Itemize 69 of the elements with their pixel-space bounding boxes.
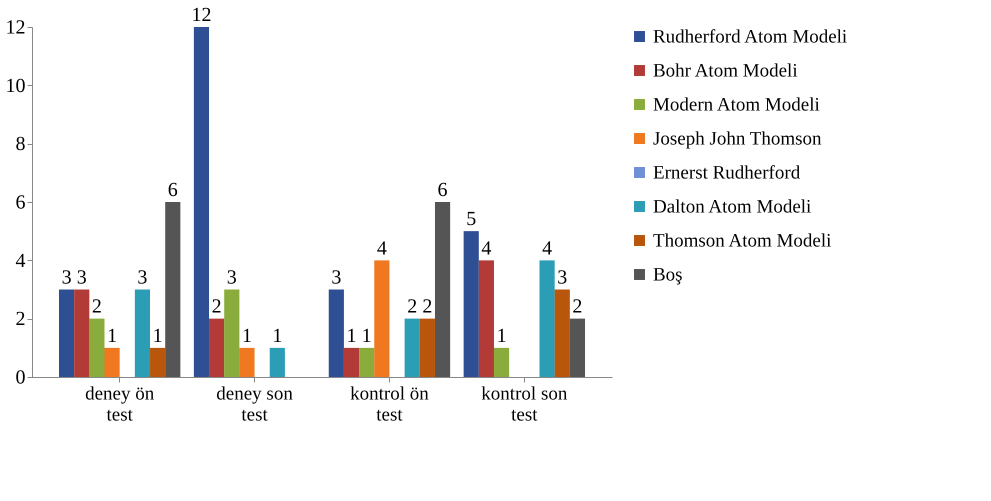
bar xyxy=(540,260,555,377)
data-label: 5 xyxy=(466,208,476,230)
data-label: 3 xyxy=(62,266,72,288)
data-label: 1 xyxy=(272,324,282,347)
bar xyxy=(270,348,285,377)
bar xyxy=(104,348,120,377)
data-label: 12 xyxy=(191,4,212,26)
data-label: 6 xyxy=(438,179,448,201)
bar xyxy=(404,318,420,377)
data-label: 2 xyxy=(212,296,222,318)
data-label: 6 xyxy=(168,179,178,201)
y-tick-label: 6 xyxy=(16,192,26,214)
bar xyxy=(478,260,494,377)
data-label: 4 xyxy=(376,237,387,260)
x-tick-label: deney son test xyxy=(216,384,294,426)
data-label: 3 xyxy=(226,266,237,288)
legend-label: Thomson Atom Modeli xyxy=(653,230,832,252)
data-label: 1 xyxy=(242,324,252,347)
bar xyxy=(344,348,360,377)
x-tick-label: kontrol son test xyxy=(481,384,568,426)
bar xyxy=(374,260,390,377)
bar xyxy=(570,318,586,377)
data-label: 2 xyxy=(422,296,432,318)
data-label: 1 xyxy=(362,324,372,347)
data-label: 4 xyxy=(542,237,552,260)
y-tick-label: 12 xyxy=(6,16,26,38)
bar xyxy=(89,318,104,377)
data-label: 3 xyxy=(557,266,568,288)
legend-label: Rudherford Atom Modeli xyxy=(653,26,848,48)
data-label: 3 xyxy=(331,266,342,288)
bar xyxy=(359,348,374,377)
y-tick-label: 2 xyxy=(16,308,26,330)
bar xyxy=(58,290,74,377)
x-tick-label: kontrol ön test xyxy=(350,384,430,426)
data-label: 4 xyxy=(481,237,492,260)
bar xyxy=(194,27,210,377)
data-label: 1 xyxy=(346,324,357,347)
data-label: 1 xyxy=(107,324,118,347)
bar xyxy=(134,290,150,377)
bar xyxy=(328,290,344,377)
data-label: 2 xyxy=(407,296,418,318)
legend-label: Boş xyxy=(653,264,683,286)
y-tick-label: 10 xyxy=(6,74,26,97)
legend-label: Ernerst Rudherford xyxy=(653,162,801,184)
data-label: 1 xyxy=(152,324,163,347)
legend-label: Joseph John Thomson xyxy=(653,128,822,150)
y-tick-label: 0 xyxy=(16,366,26,388)
bar xyxy=(434,202,450,377)
x-tick-label: deney ön test xyxy=(85,384,155,426)
data-label: 2 xyxy=(572,296,582,318)
bar xyxy=(165,202,180,377)
legend-label: Modern Atom Modeli xyxy=(653,94,820,116)
y-tick-label: 8 xyxy=(16,133,26,156)
bar xyxy=(554,290,570,377)
legend-label: Bohr Atom Modeli xyxy=(653,60,798,82)
bar xyxy=(74,290,90,377)
bar xyxy=(494,348,510,377)
bar xyxy=(239,348,255,377)
bar xyxy=(420,318,435,377)
bar xyxy=(209,318,224,377)
bar xyxy=(224,290,240,377)
data-label: 2 xyxy=(92,296,102,318)
bar xyxy=(150,348,166,377)
data-label: 3 xyxy=(137,266,148,288)
data-label: 3 xyxy=(76,266,87,288)
bar xyxy=(464,231,479,377)
data-label: 1 xyxy=(496,324,507,347)
legend-label: Dalton Atom Modeli xyxy=(653,196,812,218)
y-tick-label: 4 xyxy=(16,250,26,272)
